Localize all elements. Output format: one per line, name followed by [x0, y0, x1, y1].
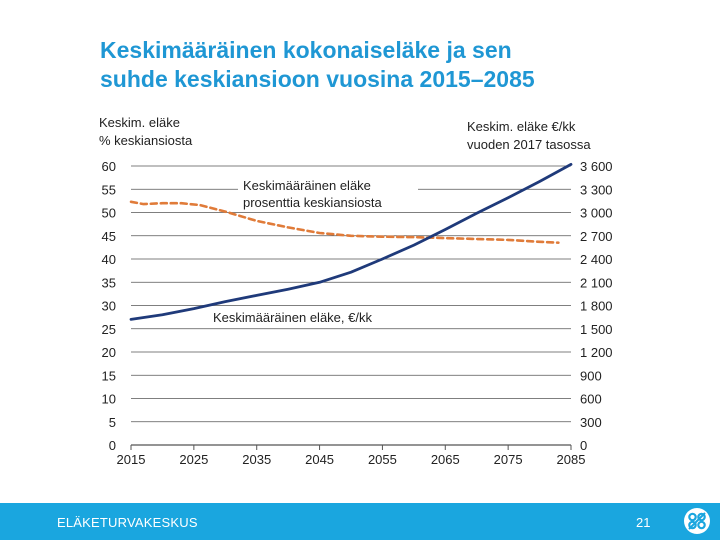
right-tick-label: 2 100: [580, 275, 613, 290]
left-tick-label: 60: [102, 159, 116, 174]
pension-series-line: [129, 162, 573, 321]
pension-series-label-bg: [209, 309, 395, 327]
x-tick-label: 2025: [179, 452, 208, 467]
x-tick-label: 2075: [494, 452, 523, 467]
left-tick-label: 45: [102, 229, 116, 244]
grid-layer: [130, 165, 572, 450]
right-tick-label: 1 800: [580, 299, 613, 314]
right-tick-label: 3 300: [580, 182, 613, 197]
left-axis-label-line2: % keskiansiosta: [99, 133, 193, 148]
eto-logo-icon: [684, 508, 710, 534]
right-tick-label: 1 200: [580, 345, 613, 360]
ratio-series-label-line2: prosenttia keskiansiosta: [243, 195, 383, 210]
left-tick-label: 20: [102, 345, 116, 360]
pension-series-label: Keskimääräinen eläke, €/kk: [213, 310, 372, 325]
x-tick-label: 2055: [368, 452, 397, 467]
left-tick-label: 15: [102, 368, 116, 383]
ratio-series-label-bg: [238, 176, 418, 212]
x-tick-label: 2035: [242, 452, 271, 467]
page-number: 21: [636, 515, 651, 530]
right-tick-label: 900: [580, 368, 602, 383]
x-tick-label: 2015: [117, 452, 146, 467]
left-tick-label: 10: [102, 392, 116, 407]
left-axis-label-line1: Keskim. eläke: [99, 115, 180, 130]
right-tick-label: 2 400: [580, 252, 613, 267]
left-tick-label: 30: [102, 299, 116, 314]
ratio-series-label-line1: Keskimääräinen eläke: [243, 178, 371, 193]
left-tick-label: 40: [102, 252, 116, 267]
right-tick-label: 2 700: [580, 229, 613, 244]
left-tick-label: 25: [102, 322, 116, 337]
footer-organization: ELÄKETURVAKESKUS: [57, 515, 198, 530]
series-layer: [129, 162, 573, 321]
right-axis-label-line1: Keskim. eläke €/kk: [467, 119, 576, 134]
right-tick-label: 3 600: [580, 159, 613, 174]
slide-title-line2: suhde keskiansioon vuosina 2015–2085: [100, 66, 535, 92]
footer-bar: ELÄKETURVAKESKUS 21: [0, 503, 720, 540]
left-tick-label: 35: [102, 275, 116, 290]
x-tick-label: 2085: [557, 452, 586, 467]
right-tick-label: 600: [580, 392, 602, 407]
right-tick-label: 300: [580, 415, 602, 430]
x-tick-label: 2065: [431, 452, 460, 467]
right-tick-label: 0: [580, 438, 587, 453]
left-tick-label: 0: [109, 438, 116, 453]
left-tick-label: 50: [102, 206, 116, 221]
left-tick-label: 55: [102, 182, 116, 197]
slide-title-line1: Keskimääräinen kokonaiseläke ja sen: [100, 37, 512, 63]
right-tick-label: 3 000: [580, 206, 613, 221]
x-tick-label: 2045: [305, 452, 334, 467]
left-tick-label: 5: [109, 415, 116, 430]
right-axis-label-line2: vuoden 2017 tasossa: [467, 137, 591, 152]
right-tick-label: 1 500: [580, 322, 613, 337]
slide-title: Keskimääräinen kokonaiseläke ja sen suhd…: [100, 36, 660, 94]
ratio-series-line: [129, 200, 560, 244]
